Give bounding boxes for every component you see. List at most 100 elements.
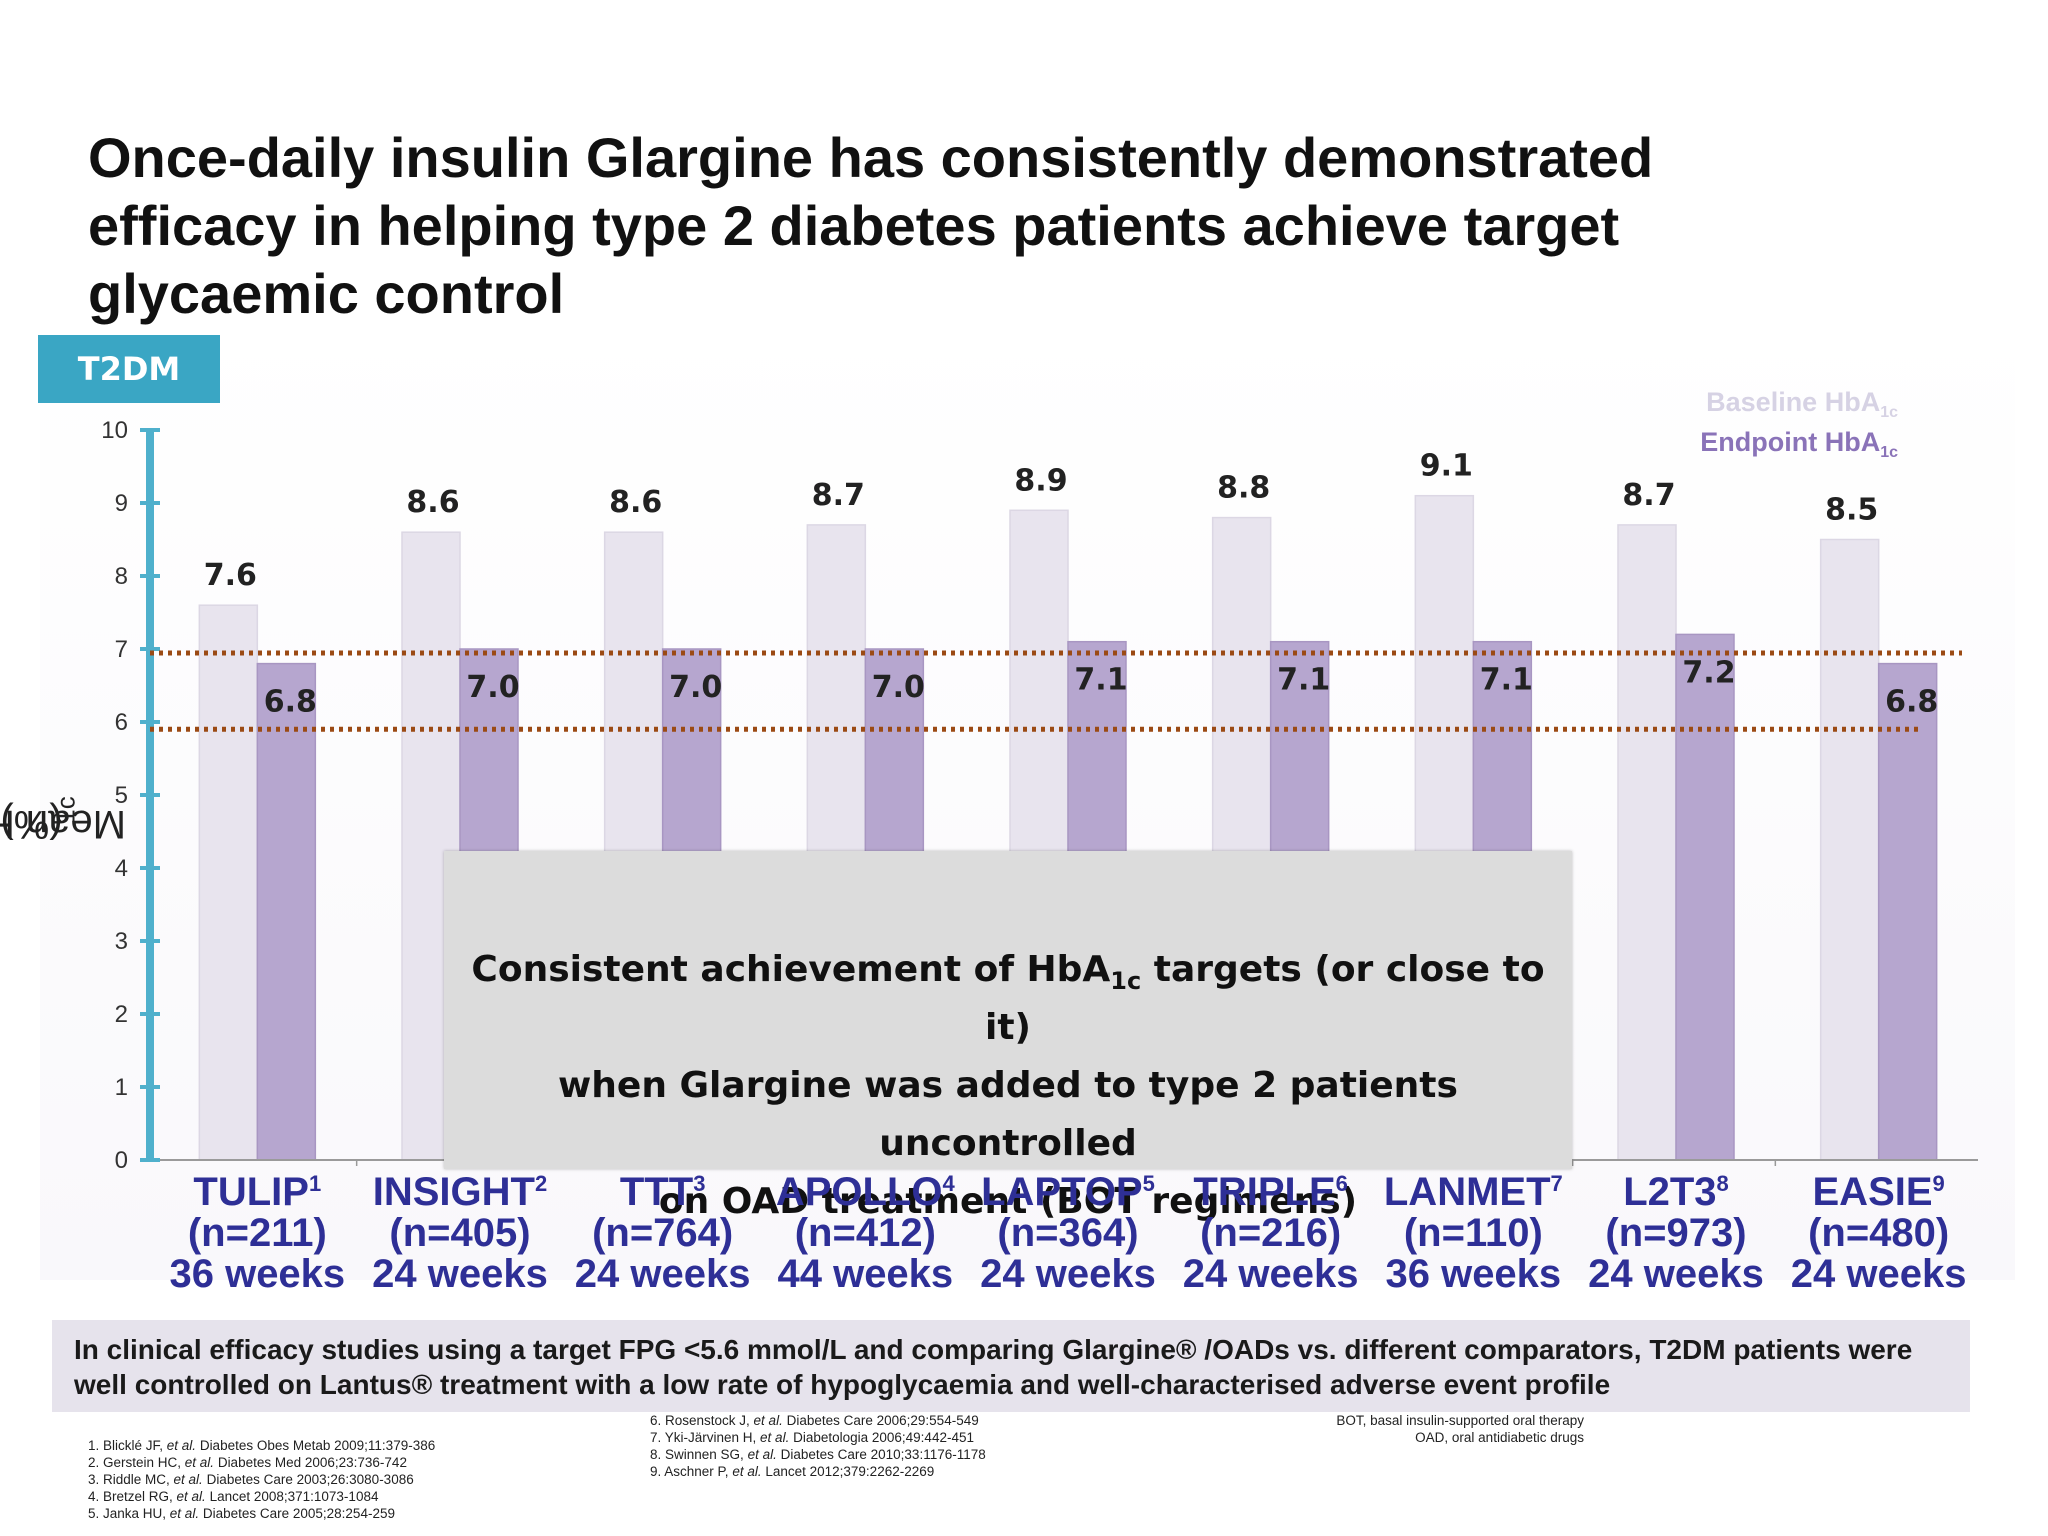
reference-part: Diabetes Care 2006;29:554-549 [782, 1413, 979, 1428]
reference-part: Diabetes Care 2005;28:254-259 [199, 1506, 395, 1521]
study-label-laptop: LAPTOP5 (n=364) 24 weeks [963, 1172, 1173, 1295]
study-name: INSIGHT2 [355, 1172, 565, 1213]
study-duration: 24 weeks [1790, 1252, 1967, 1296]
bar-baseline-easie [1819, 538, 1880, 1161]
label-endpoint-l2t3: 7.2 [1682, 655, 1735, 690]
study-ref-number: 1 [308, 1171, 322, 1196]
reference-item: 2. Gerstein HC, et al. Diabetes Med 2006… [88, 1454, 435, 1471]
key-message-line2: when Glargine was added to type 2 patien… [558, 1065, 1458, 1164]
reference-item: 3. Riddle MC, et al. Diabetes Care 2003;… [88, 1471, 435, 1488]
study-label-l2t3: L2T38 (n=973) 24 weeks [1571, 1172, 1781, 1295]
legend-endpoint-label: Endpoint HbA [1700, 427, 1881, 457]
label-endpoint-easie: 6.8 [1885, 685, 1938, 720]
y-tick-label-6: 6 [115, 709, 128, 736]
y-tick-label-9: 9 [115, 490, 128, 517]
reference-part: et al. [760, 1430, 790, 1445]
study-duration: 36 weeks [169, 1252, 346, 1296]
study-duration: 24 weeks [980, 1252, 1156, 1296]
y-tick-label-10: 10 [101, 417, 128, 444]
summary-box: In clinical efficacy studies using a tar… [52, 1320, 1970, 1412]
reference-part: 8. Swinnen SG, [650, 1447, 748, 1462]
references-left: 1. Blicklé JF, et al. Diabetes Obes Meta… [88, 1437, 435, 1522]
legend-endpoint-sub: 1c [1880, 444, 1898, 461]
key-message-line1-a: Consistent achievement of HbA [471, 949, 1111, 990]
study-n: (n=973) [1605, 1211, 1747, 1255]
study-name-text: APOLLO [775, 1170, 943, 1214]
study-name: TTT3 [558, 1172, 768, 1213]
label-baseline-laptop: 8.9 [1014, 463, 1067, 498]
target-lines-group [150, 650, 1962, 732]
abbreviation-item: OAD, oral antidiabetic drugs [1415, 1430, 1584, 1445]
reference-part: Diabetes Med 2006;23:736-742 [214, 1455, 407, 1470]
study-name: L2T38 [1571, 1172, 1781, 1213]
reference-part: et al. [169, 1506, 200, 1521]
study-n: (n=216) [1200, 1211, 1342, 1255]
legend-baseline: Baseline HbA1c [1700, 382, 1898, 422]
reference-part: Lancet 2012;379:2262-2269 [761, 1464, 935, 1479]
label-endpoint-laptop: 7.1 [1074, 663, 1127, 698]
reference-item: 7. Yki-Järvinen H, et al. Diabetologia 2… [650, 1429, 986, 1446]
reference-part: 9. Aschner P, [650, 1464, 733, 1479]
label-baseline-easie: 8.5 [1825, 493, 1878, 528]
study-name: EASIE9 [1774, 1172, 1984, 1213]
legend: Baseline HbA1c Endpoint HbA1c [1700, 382, 1898, 462]
key-message-line1-b: targets (or close to it) [984, 949, 1545, 1048]
label-endpoint-ttt: 7.0 [669, 670, 722, 705]
study-name-text: TRIPLE [1193, 1170, 1336, 1214]
key-message-box: Consistent achievement of HbA1c targets … [444, 851, 1572, 1222]
reference-item: 5. Janka HU, et al. Diabetes Care 2005;2… [88, 1505, 435, 1522]
reference-item: 9. Aschner P, et al. Lancet 2012;379:226… [650, 1463, 986, 1480]
y-tick-label-5: 5 [115, 782, 128, 809]
t2dm-badge: T2DM [38, 335, 220, 403]
study-name: APOLLO4 [760, 1172, 970, 1213]
reference-part: Diabetes Obes Metab 2009;11:379-386 [196, 1438, 436, 1453]
y-tick-label-0: 0 [115, 1147, 128, 1174]
y-tick-label-1: 1 [115, 1074, 128, 1101]
study-label-ttt: TTT3 (n=764) 24 weeks [558, 1172, 768, 1295]
reference-part: et al. [753, 1413, 783, 1428]
reference-part: 5. Janka HU, [88, 1506, 170, 1521]
bar-baseline-l2t3 [1617, 524, 1677, 1161]
study-name-text: LAPTOP [981, 1170, 1143, 1214]
study-n: (n=480) [1808, 1211, 1950, 1255]
study-name-text: TTT [619, 1170, 694, 1214]
summary-text: In clinical efficacy studies using a tar… [74, 1334, 1913, 1400]
label-endpoint-lanmet: 7.1 [1480, 663, 1533, 698]
reference-part: et al. [166, 1438, 197, 1453]
reference-part: Diabetes Care 2003;26:3080-3086 [202, 1472, 414, 1487]
label-baseline-l2t3: 8.7 [1622, 478, 1675, 513]
study-name: TULIP1 [152, 1172, 362, 1213]
study-duration: 36 weeks [1385, 1252, 1562, 1296]
study-name-text: TULIP [193, 1170, 309, 1214]
label-endpoint-apollo: 7.0 [872, 670, 925, 705]
key-message-text: Consistent achievement of HbA1c targets … [444, 941, 1572, 1231]
reference-item: 4. Bretzel RG, et al. Lancet 2008;371:10… [88, 1488, 435, 1505]
reference-part: et al. [184, 1455, 215, 1470]
study-label-lanmet: LANMET7 (n=110) 36 weeks [1368, 1172, 1578, 1295]
study-duration: 44 weeks [777, 1252, 954, 1296]
study-n: (n=764) [592, 1211, 734, 1255]
study-ref-number: 6 [1335, 1171, 1348, 1196]
reference-part: 2. Gerstein HC, [88, 1455, 185, 1470]
reference-part: 6. Rosenstock J, [650, 1413, 754, 1428]
study-label-triple: TRIPLE6 (n=216) 24 weeks [1166, 1172, 1376, 1295]
study-n: (n=364) [997, 1211, 1139, 1255]
slide-title: Once-daily insulin Glargine has consiste… [88, 126, 1654, 325]
study-duration: 24 weeks [1182, 1252, 1359, 1296]
study-label-tulip: TULIP1 (n=211) 36 weeks [152, 1172, 362, 1295]
y-tick-label-7: 7 [115, 636, 128, 663]
label-baseline-tulip: 7.6 [204, 558, 257, 593]
study-name: LANMET7 [1368, 1172, 1578, 1213]
reference-item: 6. Rosenstock J, et al. Diabetes Care 20… [650, 1412, 986, 1429]
label-endpoint-insight: 7.0 [466, 670, 519, 705]
y-tick-label-8: 8 [115, 563, 128, 590]
bar-endpoint-l2t3 [1675, 633, 1735, 1161]
study-ref-number: 2 [534, 1171, 548, 1196]
reference-part: et al. [173, 1472, 203, 1487]
value-labels-group: 7.6 6.8 8.6 7.0 8.6 7.0 8.7 7.0 8.9 7.1 8.8 7.1 9.1 7… [204, 449, 1938, 720]
reference-part: Diabetes Care 2010;33:1176-1178 [776, 1447, 986, 1462]
study-n: (n=211) [187, 1211, 327, 1255]
study-name-text: INSIGHT [372, 1170, 535, 1214]
references-middle: 6. Rosenstock J, et al. Diabetes Care 20… [650, 1412, 986, 1480]
